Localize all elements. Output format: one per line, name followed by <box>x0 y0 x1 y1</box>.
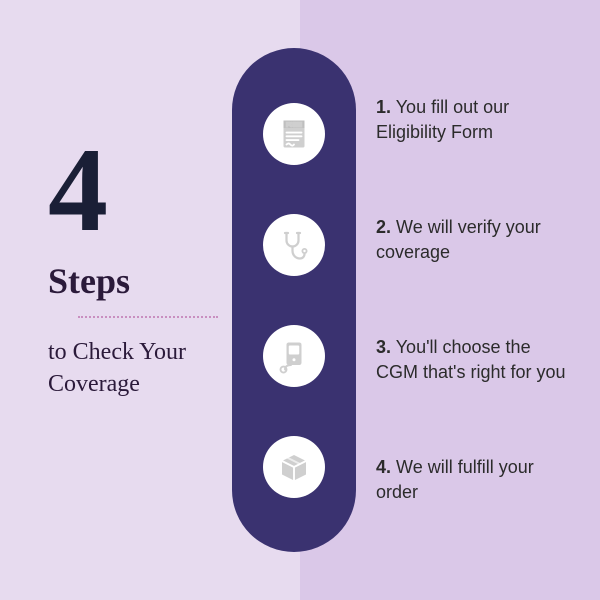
form-icon: FORM <box>263 103 325 165</box>
stethoscope-icon <box>263 214 325 276</box>
step-2-label: We will verify your coverage <box>376 217 541 262</box>
step-1-text: 1. You fill out our Eligibility Form <box>376 95 576 145</box>
step-count-number: 4 <box>48 130 248 250</box>
stethoscope-icon-svg <box>276 227 312 263</box>
package-icon <box>263 436 325 498</box>
step-4-text: 4. We will fulfill your order <box>376 455 576 505</box>
step-3-label: You'll choose the CGM that's right for y… <box>376 337 566 382</box>
headline-block: 4 Steps to Check Your Coverage <box>48 130 248 401</box>
device-icon-svg <box>276 338 312 374</box>
steps-text-column: 1. You fill out our Eligibility Form 2. … <box>376 60 576 540</box>
steps-pill: FORM <box>232 48 356 552</box>
step-4-label: We will fulfill your order <box>376 457 534 502</box>
step-1-number: 1. <box>376 97 391 117</box>
infographic-canvas: 4 Steps to Check Your Coverage FORM <box>0 0 600 600</box>
device-icon <box>263 325 325 387</box>
step-1-label: You fill out our Eligibility Form <box>376 97 509 142</box>
steps-heading: Steps <box>48 260 248 302</box>
step-2-text: 2. We will verify your coverage <box>376 215 576 265</box>
svg-text:FORM: FORM <box>286 122 302 128</box>
form-icon-svg: FORM <box>276 116 312 152</box>
divider-dotted <box>78 316 218 318</box>
step-3-number: 3. <box>376 337 391 357</box>
subtitle-text: to Check Your Coverage <box>48 336 208 401</box>
package-icon-svg <box>276 449 312 485</box>
step-2-number: 2. <box>376 217 391 237</box>
step-4-number: 4. <box>376 457 391 477</box>
step-3-text: 3. You'll choose the CGM that's right fo… <box>376 335 576 385</box>
